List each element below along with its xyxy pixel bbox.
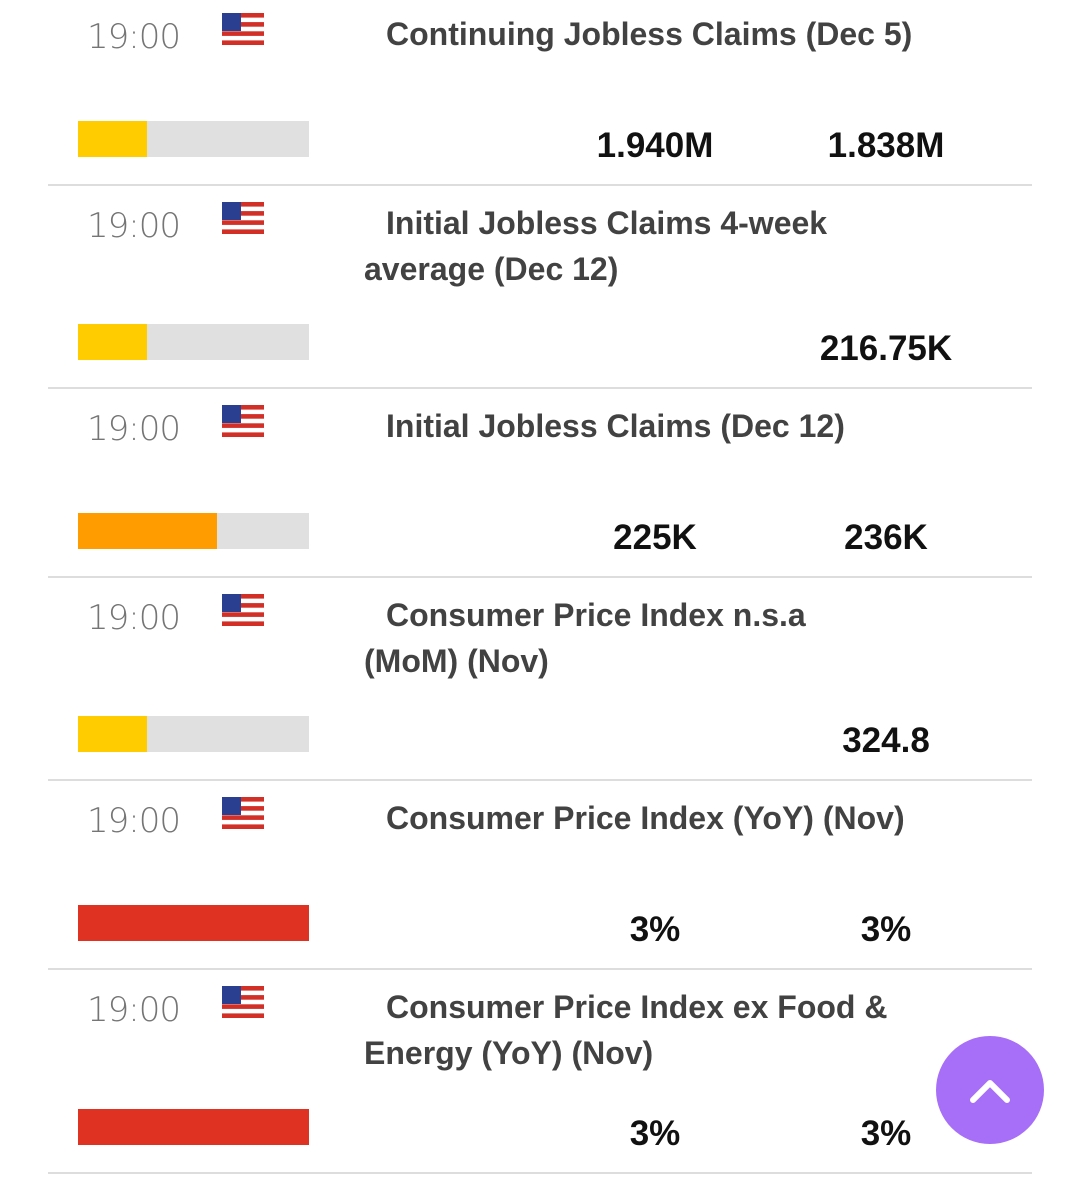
chevron-up-icon — [970, 1080, 1010, 1103]
consensus-value: 216.75K — [819, 329, 953, 368]
impact-fill — [78, 716, 148, 752]
impact-bar — [78, 513, 309, 549]
us-flag-icon — [222, 13, 264, 45]
consensus-value: 1.838M — [827, 126, 945, 165]
row-divider — [48, 576, 1032, 578]
event-time: 19:00 — [87, 206, 181, 246]
impact-fill — [78, 324, 148, 360]
event-time: 19:00 — [87, 17, 181, 57]
impact-bar — [78, 121, 309, 157]
event-title: Consumer Price Index (YoY) (Nov) — [386, 800, 905, 836]
impact-fill — [78, 121, 148, 157]
us-flag-icon — [222, 986, 264, 1018]
impact-fill — [78, 1109, 309, 1145]
event-time: 19:00 — [87, 598, 181, 638]
actual-value: 3% — [629, 1114, 681, 1153]
us-flag-icon — [222, 797, 264, 829]
event-title: Consumer Price Index n.s.a (MoM) (Nov) — [364, 597, 806, 679]
consensus-value: 324.8 — [842, 721, 930, 760]
impact-fill — [78, 905, 309, 941]
scroll-to-top-button[interactable] — [936, 1036, 1044, 1144]
impact-bar — [78, 905, 309, 941]
consensus-value: 236K — [844, 518, 928, 557]
us-flag-icon — [222, 202, 264, 234]
event-time: 19:00 — [87, 409, 181, 449]
us-flag-icon — [222, 405, 264, 437]
row-divider — [48, 184, 1032, 186]
impact-fill — [78, 513, 217, 549]
actual-value: 3% — [629, 910, 681, 949]
impact-bar — [78, 716, 309, 752]
event-title: Continuing Jobless Claims (Dec 5) — [386, 16, 913, 52]
event-title: Initial Jobless Claims 4-week average (D… — [364, 205, 828, 287]
row-divider — [48, 387, 1032, 389]
impact-bar — [78, 324, 309, 360]
row-divider — [48, 968, 1032, 970]
consensus-value: 3% — [860, 1114, 912, 1153]
actual-value: 225K — [613, 518, 697, 557]
consensus-value: 3% — [860, 910, 912, 949]
event-title: Initial Jobless Claims (Dec 12) — [386, 408, 845, 444]
row-divider — [48, 1172, 1032, 1174]
event-time: 19:00 — [87, 801, 181, 841]
row-divider — [48, 779, 1032, 781]
us-flag-icon — [222, 594, 264, 626]
event-title: Consumer Price Index ex Food & Energy (Y… — [364, 989, 888, 1071]
event-time: 19:00 — [87, 990, 181, 1030]
impact-bar — [78, 1109, 309, 1145]
actual-value: 1.940M — [596, 126, 714, 165]
